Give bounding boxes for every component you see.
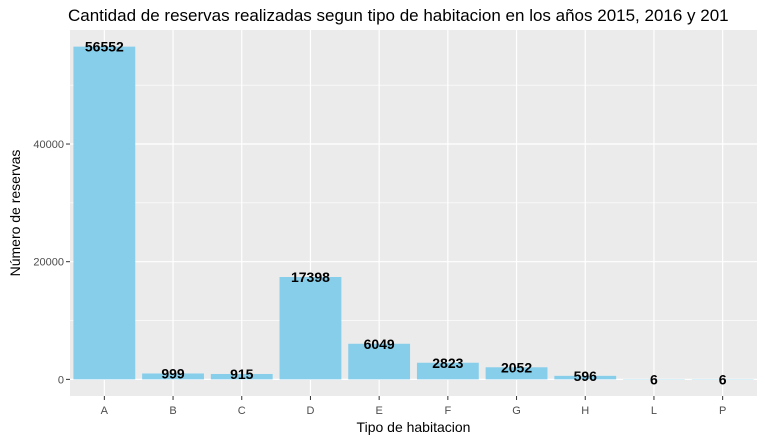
bar-G xyxy=(485,367,548,380)
y-tick-label: 40000 xyxy=(33,139,64,151)
x-tick-label: E xyxy=(375,405,382,417)
bars xyxy=(73,46,754,380)
x-axis-title: Tipo de habitacion xyxy=(357,419,471,435)
x-tick-label: D xyxy=(306,405,314,417)
x-tick-label: F xyxy=(444,405,451,417)
bar-value-label: 596 xyxy=(574,368,598,384)
bar-value-label: 999 xyxy=(161,365,185,381)
x-tick-label: B xyxy=(169,405,176,417)
x-tick-label: L xyxy=(651,405,657,417)
chart-title: Cantidad de reservas realizadas segun ti… xyxy=(68,6,729,25)
bar-D xyxy=(279,277,342,380)
y-axis-title: Número de reservas xyxy=(7,150,23,277)
bar-C xyxy=(210,373,273,380)
bar-value-label: 2052 xyxy=(501,359,532,375)
bar-value-label: 2823 xyxy=(432,355,463,371)
y-axis-ticks: 0 20000 40000 xyxy=(33,139,70,386)
x-tick-label: A xyxy=(101,405,109,417)
bar-value-label: 56552 xyxy=(85,39,124,55)
x-tick-label: H xyxy=(581,405,589,417)
bar-value-label: 6 xyxy=(650,371,658,387)
bar-value-label: 6049 xyxy=(364,336,395,352)
bar-A xyxy=(73,46,136,380)
x-tick-label: G xyxy=(512,405,521,417)
bar-value-label: 17398 xyxy=(291,269,330,285)
plot-panel xyxy=(70,30,757,396)
bar-E xyxy=(348,343,411,380)
x-tick-label: C xyxy=(238,405,246,417)
y-tick-label: 20000 xyxy=(33,257,64,269)
bar-H xyxy=(554,375,617,380)
bar-F xyxy=(416,362,479,380)
bar-value-label: 915 xyxy=(230,366,254,382)
bar-B xyxy=(142,373,204,380)
y-tick-label: 0 xyxy=(58,374,64,386)
bar-value-label: 6 xyxy=(719,371,727,387)
bar-value-labels: 56552 999 915 17398 6049 2823 2052 596 6 6 xyxy=(85,39,727,388)
x-tick-label: P xyxy=(719,405,726,417)
